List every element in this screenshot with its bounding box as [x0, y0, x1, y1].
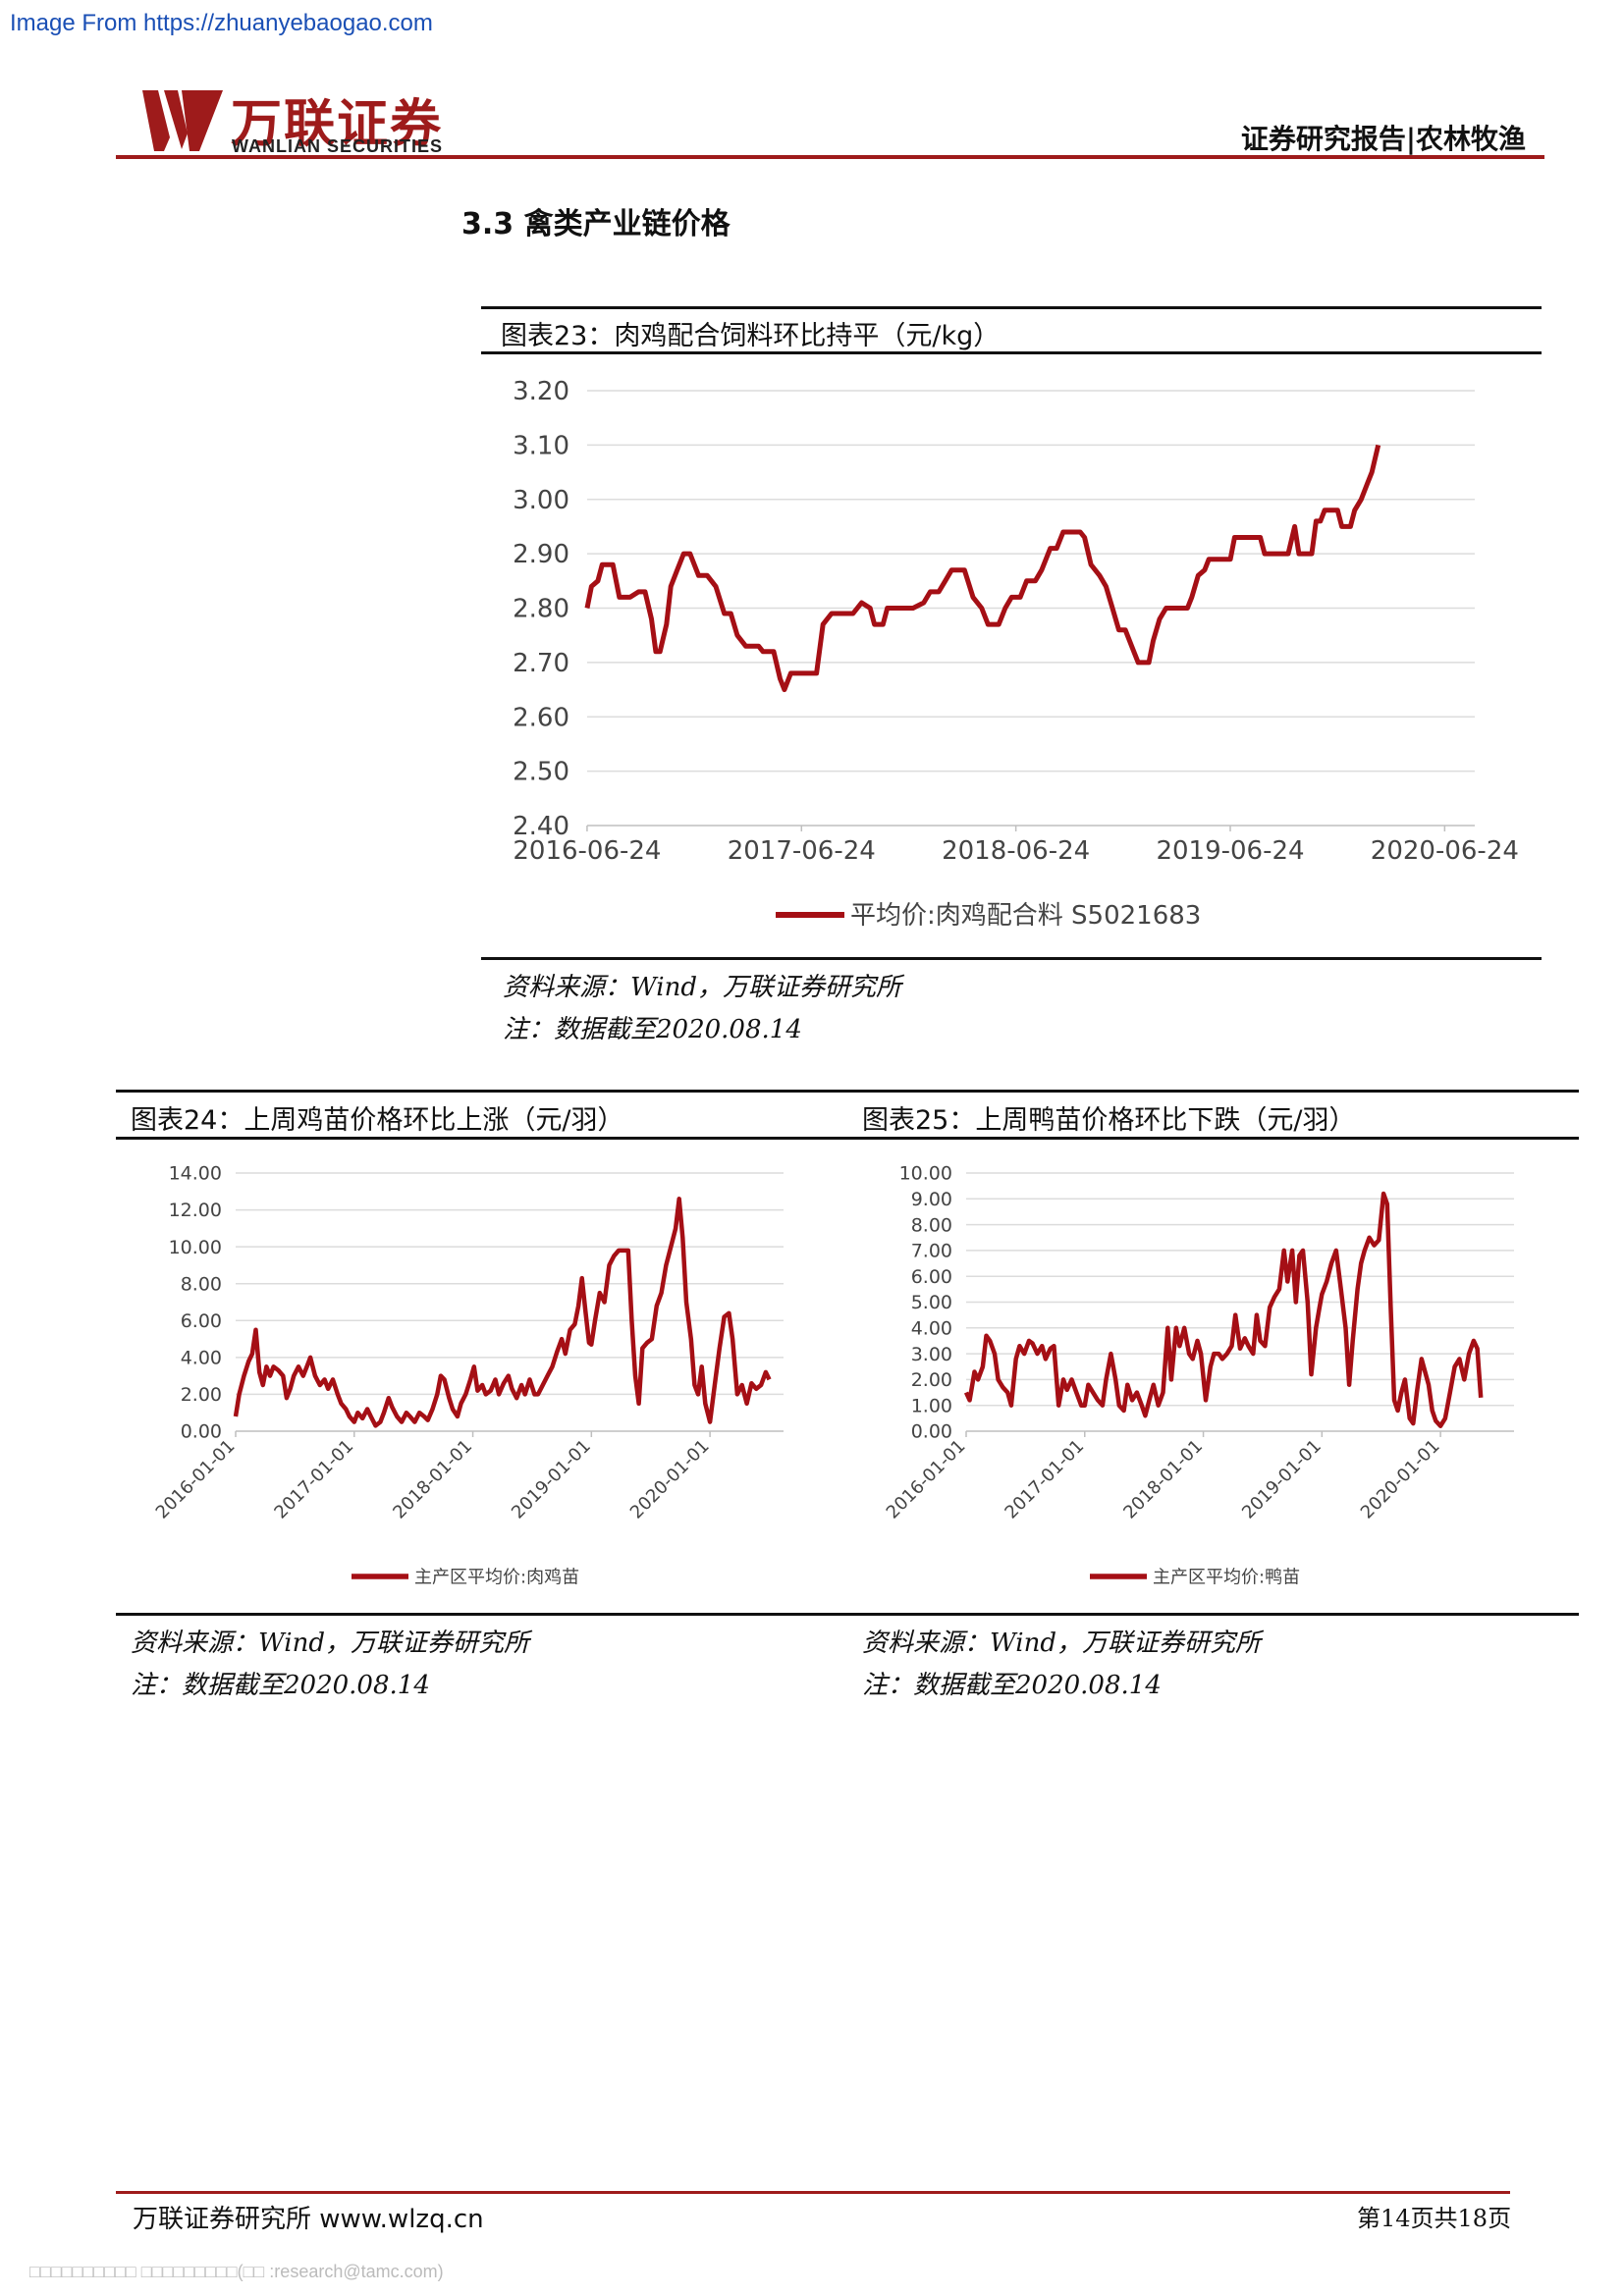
x-tick-label: 2016-01-01 — [883, 1436, 970, 1523]
footer-divider — [116, 2191, 1510, 2194]
x-tick-label: 2019-01-01 — [1238, 1436, 1326, 1523]
wanlian-logo-icon — [142, 90, 223, 151]
y-tick-label: 4.00 — [181, 1348, 222, 1369]
x-tick-label: 2018-01-01 — [389, 1436, 476, 1523]
y-tick-label: 0.00 — [911, 1421, 952, 1443]
fig24-source: 资料来源：Wind，万联证券研究所 — [131, 1629, 529, 1658]
y-tick-label: 8.00 — [181, 1273, 222, 1295]
y-tick-label: 2.00 — [181, 1384, 222, 1406]
y-tick-label: 2.60 — [513, 703, 569, 732]
y-tick-label: 9.00 — [911, 1189, 952, 1210]
x-tick-label: 2019-01-01 — [508, 1436, 595, 1523]
y-tick-label: 2.80 — [513, 595, 569, 624]
y-tick-label: 3.20 — [513, 377, 569, 406]
y-tick-label: 3.00 — [513, 486, 569, 515]
fig25-note: 注：数据截至2020.08.14 — [862, 1671, 1162, 1700]
y-tick-label: 6.00 — [911, 1266, 952, 1288]
legend-label: 主产区平均价:肉鸡苗 — [414, 1567, 579, 1587]
logo-en-text: WANLIAN SECURITIES — [232, 136, 444, 156]
fig25-title: 图表25：上周鸭苗价格环比下跌（元/羽） — [862, 1105, 1356, 1136]
x-tick-label: 2018-06-24 — [942, 836, 1090, 866]
fig23-bottom-rule — [481, 957, 1542, 960]
y-tick-label: 4.00 — [911, 1317, 952, 1339]
y-tick-label: 10.00 — [169, 1237, 222, 1258]
x-tick-label: 2016-06-24 — [513, 836, 661, 866]
x-tick-label: 2018-01-01 — [1119, 1436, 1207, 1523]
x-tick-label: 2017-06-24 — [728, 836, 876, 866]
logo-cn-text: 万联证券 — [231, 95, 444, 154]
y-tick-label: 14.00 — [169, 1163, 222, 1185]
y-tick-label: 2.90 — [513, 540, 569, 569]
y-tick-label: 6.00 — [181, 1310, 222, 1332]
footer-website: 万联证券研究所 www.wlzq.cn — [133, 2205, 484, 2234]
x-tick-label: 2017-01-01 — [270, 1436, 357, 1523]
y-tick-label: 12.00 — [169, 1200, 222, 1221]
report-type-label: 证券研究报告|农林牧渔 — [1240, 123, 1526, 155]
series-line — [963, 1191, 1484, 1428]
y-tick-label: 7.00 — [911, 1241, 952, 1262]
y-tick-label: 1.00 — [911, 1395, 952, 1416]
series-line — [233, 1197, 772, 1428]
fig23-top-rule — [481, 306, 1542, 309]
fig23-chart: 3.20 3.10 3.00 2.90 2.80 2.70 2.60 2.50 2.402016… — [513, 377, 1519, 931]
legend-label: 平均价:肉鸡配合料 S5021683 — [850, 901, 1201, 931]
y-tick-label: 2.40 — [513, 812, 569, 841]
x-tick-label: 2019-06-24 — [1156, 836, 1304, 866]
x-tick-label: 2020-06-24 — [1371, 836, 1519, 866]
y-tick-label: 2.50 — [513, 758, 569, 787]
series-line — [584, 444, 1381, 693]
y-tick-label: 3.10 — [513, 431, 569, 460]
page-number: 第14页共18页 — [1357, 2205, 1512, 2232]
y-tick-label: 10.00 — [899, 1163, 952, 1185]
x-tick-label: 2017-01-01 — [1001, 1436, 1088, 1523]
legend-label: 主产区平均价:鸭苗 — [1153, 1567, 1300, 1587]
faint-contact-text: □□□□□□□□□□ □□□□□□□□□(□□ :research@tamc.c… — [29, 2262, 444, 2281]
fig23-note: 注：数据截至2020.08.14 — [503, 1015, 802, 1044]
x-tick-label: 2016-01-01 — [152, 1436, 240, 1523]
x-tick-label: 2020-01-01 — [626, 1436, 714, 1523]
fig24-title: 图表24：上周鸡苗价格环比上涨（元/羽） — [131, 1105, 624, 1136]
fig23-title-rule — [481, 351, 1542, 354]
header-divider — [116, 155, 1544, 159]
fig23-source: 资料来源：Wind，万联证券研究所 — [503, 973, 901, 1002]
y-tick-label: 0.00 — [181, 1421, 222, 1443]
fig25-chart: 10.00 9.00 8.00 7.00 6.00 5.00 4.00 3.00 2.00 1.0… — [883, 1163, 1514, 1587]
x-tick-label: 2020-01-01 — [1357, 1436, 1444, 1523]
y-tick-label: 8.00 — [911, 1214, 952, 1236]
fig23-title: 图表23：肉鸡配合饲料环比持平（元/kg） — [501, 321, 1001, 351]
fig25-source: 资料来源：Wind，万联证券研究所 — [862, 1629, 1261, 1658]
section-title: 3.3 禽类产业链价格 — [461, 207, 731, 241]
source-link[interactable]: Image From https://zhuanyebaogao.com — [10, 10, 433, 36]
fig24-25-title-rule — [116, 1137, 1579, 1140]
fig24-chart: 14.00 12.00 10.00 8.00 6.00 4.00 2.00 0.002016-… — [152, 1163, 784, 1587]
fig24-note: 注：数据截至2020.08.14 — [131, 1671, 430, 1700]
y-tick-label: 3.00 — [911, 1344, 952, 1365]
fig24-25-bottom-rule — [116, 1613, 1579, 1616]
y-tick-label: 2.70 — [513, 649, 569, 678]
y-tick-label: 2.00 — [911, 1369, 952, 1391]
y-tick-label: 5.00 — [911, 1292, 952, 1313]
fig24-25-top-rule — [116, 1090, 1579, 1093]
